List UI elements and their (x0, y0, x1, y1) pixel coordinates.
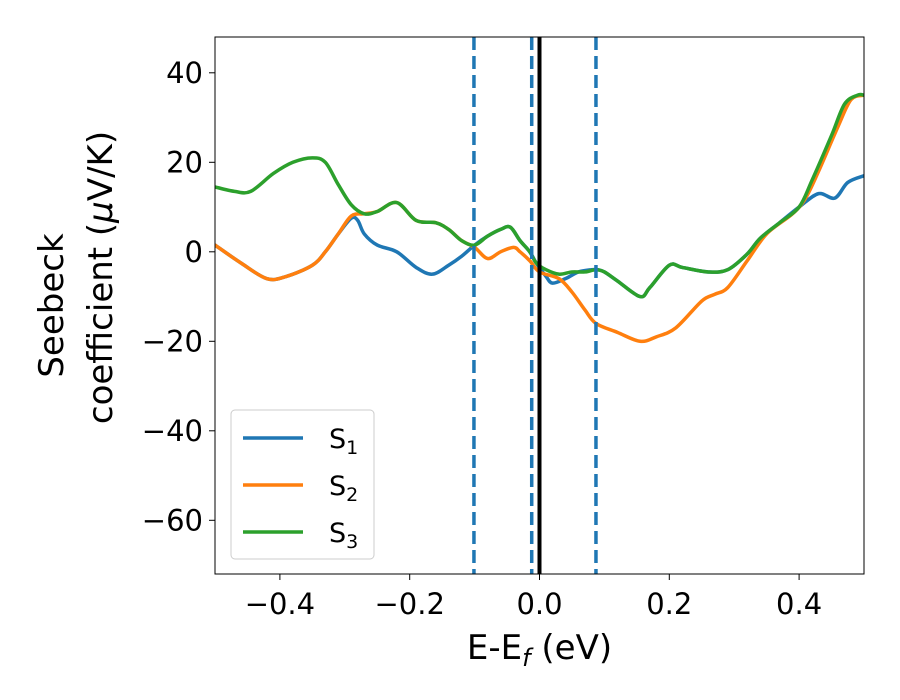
y-axis-label-line1: Seebeck (32, 233, 72, 378)
y-tick-label: −40 (142, 414, 203, 448)
legend-label-s3: S3 (329, 518, 358, 553)
x-tick-label: −0.4 (245, 587, 315, 621)
x-axis-label: E-Ef (eV) (467, 628, 612, 672)
series-layer (215, 92, 864, 344)
reference-lines (472, 37, 598, 574)
legend-label-s2: S2 (329, 471, 358, 506)
y-tick-label: 40 (166, 56, 203, 90)
y-tick-label: 20 (166, 145, 203, 179)
y-tick-label: 0 (185, 235, 203, 269)
y-tick-label: −60 (142, 503, 203, 537)
series-line-s3 (215, 92, 864, 299)
legend-label-s1: S1 (329, 424, 358, 459)
x-tick-label: 0.4 (776, 587, 822, 621)
y-tick-label: −20 (142, 324, 203, 358)
y-axis-ticks: 40 20 0 −20 −40 −60 (142, 56, 215, 537)
x-tick-label: 0.2 (646, 587, 692, 621)
x-axis-ticks: −0.4 −0.2 0.0 0.2 0.4 (245, 574, 822, 621)
y-axis-label: Seebeck coefficient (μV/K) (32, 131, 121, 424)
x-tick-label: −0.2 (374, 587, 444, 621)
legend: S1 S2 S3 (230, 409, 375, 560)
series-line-s2 (215, 93, 864, 344)
y-axis-label-line2: coefficient (μV/K) (81, 131, 121, 424)
x-tick-label: 0.0 (516, 587, 562, 621)
